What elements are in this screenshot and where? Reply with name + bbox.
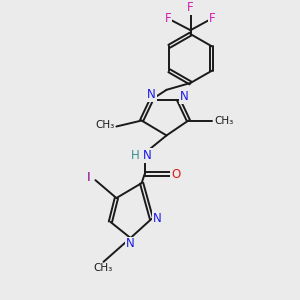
Text: F: F	[187, 1, 194, 14]
Text: F: F	[209, 12, 215, 26]
Text: N: N	[179, 90, 188, 103]
Text: N: N	[147, 88, 156, 101]
Text: CH₃: CH₃	[95, 120, 115, 130]
Text: CH₃: CH₃	[93, 263, 112, 273]
Text: O: O	[171, 168, 180, 181]
Text: CH₃: CH₃	[214, 116, 233, 125]
Text: I: I	[87, 171, 91, 184]
Text: H: H	[130, 148, 140, 162]
Text: N: N	[153, 212, 162, 225]
Text: N: N	[143, 148, 152, 162]
Text: N: N	[125, 238, 134, 250]
Text: F: F	[165, 12, 171, 26]
